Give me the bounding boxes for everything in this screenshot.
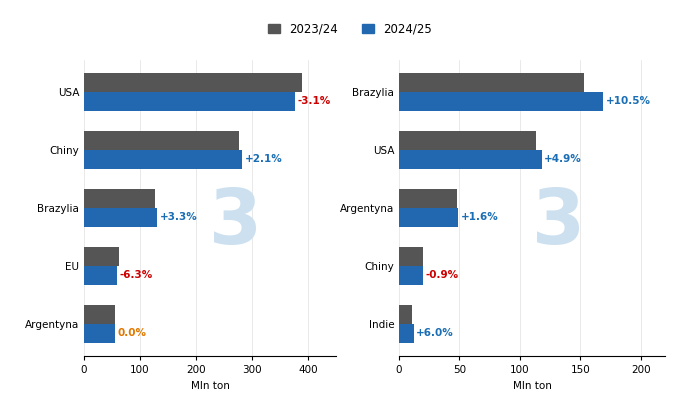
Bar (399, 248, 423, 266)
Bar (84, 306, 115, 324)
Bar (84, 74, 302, 92)
Bar (399, 324, 414, 342)
Bar (84, 248, 119, 266)
Bar (399, 92, 603, 110)
Bar (399, 208, 458, 226)
Text: 0.0%: 0.0% (118, 328, 146, 338)
Text: -6.3%: -6.3% (120, 270, 153, 280)
X-axis label: Mln ton: Mln ton (512, 380, 552, 390)
Bar (84, 150, 242, 168)
Text: -0.9%: -0.9% (426, 270, 458, 280)
Bar (399, 306, 412, 324)
Bar (399, 132, 536, 150)
Bar (399, 190, 457, 208)
X-axis label: Mln ton: Mln ton (190, 380, 230, 390)
Bar (399, 266, 423, 284)
Bar (84, 190, 155, 208)
Bar (84, 324, 115, 342)
Text: +10.5%: +10.5% (606, 96, 651, 106)
Text: +6.0%: +6.0% (416, 328, 454, 338)
Text: 3: 3 (209, 186, 262, 260)
Bar (84, 266, 117, 284)
Bar (84, 208, 158, 226)
Bar (399, 74, 584, 92)
Text: +3.3%: +3.3% (160, 212, 198, 222)
Text: +2.1%: +2.1% (245, 154, 283, 164)
Text: +1.6%: +1.6% (461, 212, 498, 222)
Bar (84, 132, 239, 150)
Text: 3: 3 (532, 186, 585, 260)
Text: -3.1%: -3.1% (298, 96, 330, 106)
Bar (399, 150, 542, 168)
Text: +4.9%: +4.9% (544, 154, 582, 164)
Legend: 2023/24, 2024/25: 2023/24, 2024/25 (263, 18, 437, 40)
Bar (84, 92, 295, 110)
